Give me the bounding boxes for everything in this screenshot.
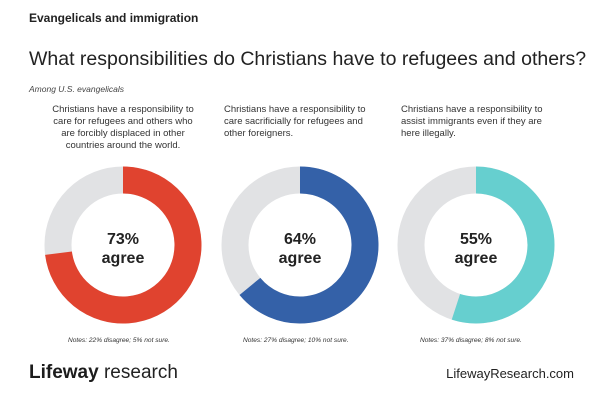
donut-agree-segment	[45, 166, 202, 324]
donut-value-label: 55%	[460, 231, 492, 248]
donut-2: 64% agree	[221, 166, 379, 324]
chart-title: What responsibilities do Christians have…	[29, 48, 587, 70]
notes-3: Notes: 37% disagree; 8% not sure.	[420, 337, 522, 344]
donut-value-label: 64%	[284, 231, 316, 248]
notes-1: Notes: 22% disagree; 5% not sure.	[68, 337, 170, 344]
brand-logo-part2: research	[98, 362, 178, 383]
donut-center-label: agree	[102, 250, 145, 267]
brand-logo-part1: Lifeway	[29, 362, 99, 383]
statement-2: Christians have a responsibility to care…	[224, 104, 366, 139]
website-link[interactable]: LifewayResearch.com	[446, 366, 574, 381]
donut-3: 55% agree	[397, 166, 555, 324]
donut-value-label: 73%	[107, 231, 139, 248]
brand-logo: Lifeway research	[29, 362, 178, 384]
notes-2: Notes: 27% disagree; 10% not sure.	[243, 337, 349, 344]
donut-agree-segment	[451, 166, 555, 324]
donut-center-label: agree	[455, 250, 498, 267]
donut-agree-segment	[239, 166, 379, 324]
donut-1: 73% agree	[44, 166, 202, 324]
statement-1: Christians have a responsibility to care…	[52, 104, 194, 151]
chart-subtitle: Among U.S. evangelicals	[29, 84, 124, 94]
kicker: Evangelicals and immigration	[29, 11, 199, 25]
donut-center-label: agree	[279, 250, 322, 267]
statement-3: Christians have a responsibility to assi…	[401, 104, 543, 139]
